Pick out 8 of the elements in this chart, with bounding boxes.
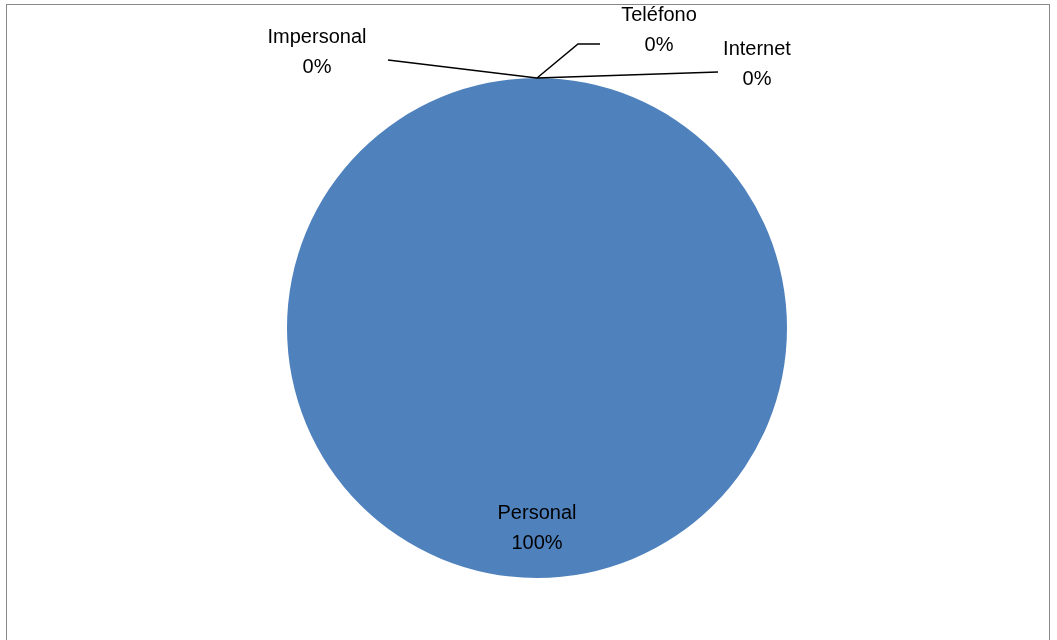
category-label: Impersonal xyxy=(267,24,367,47)
slice-label: Personal xyxy=(497,500,577,523)
text: 0% xyxy=(644,32,674,55)
text: 0% xyxy=(742,66,772,89)
category-label: Teléfono xyxy=(621,2,697,25)
category-label: Internet xyxy=(723,36,791,59)
text: 0% xyxy=(302,54,332,77)
data-label: 100% xyxy=(511,530,563,553)
